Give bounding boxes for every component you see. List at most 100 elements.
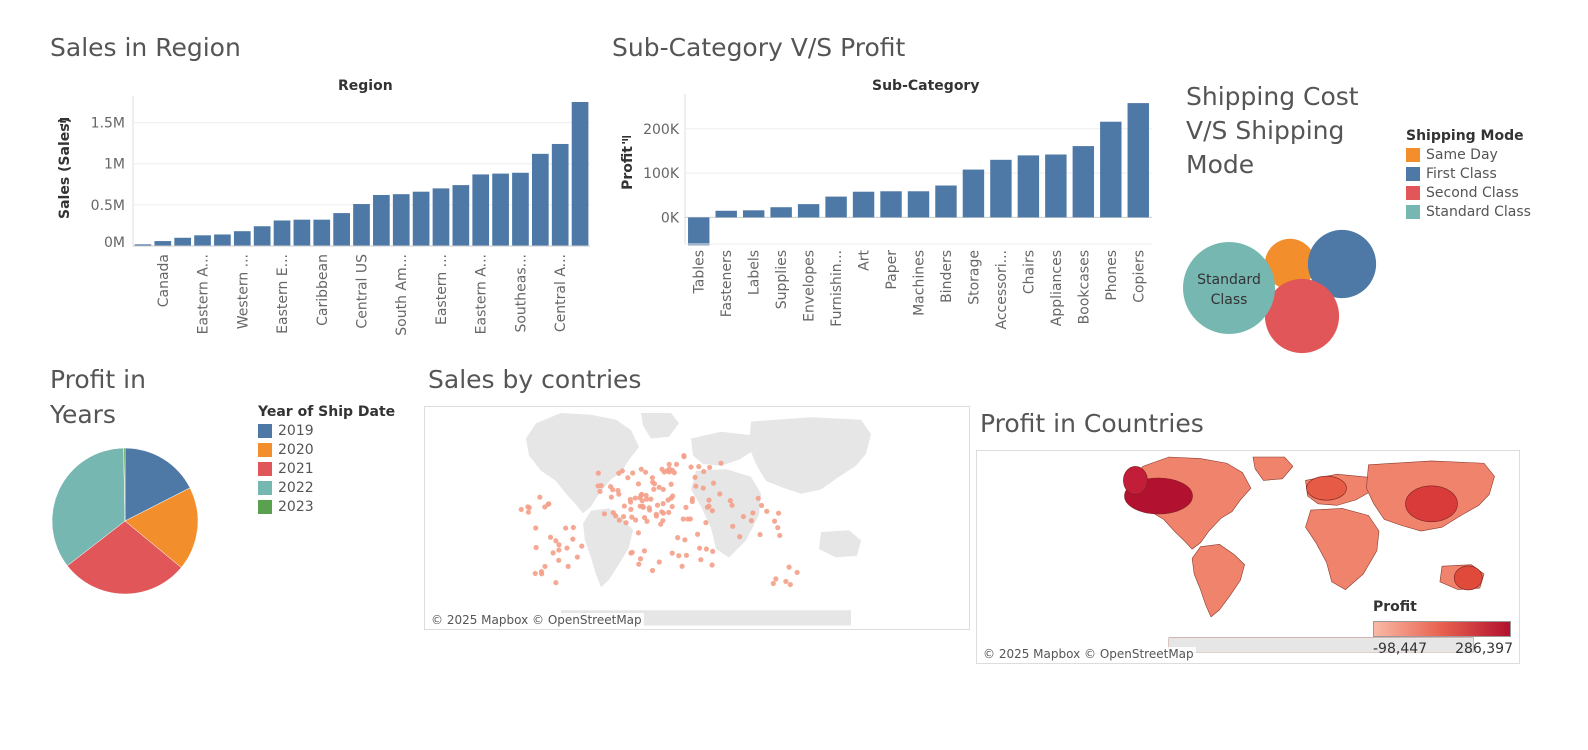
sales-dot	[689, 496, 696, 502]
sales-dot	[637, 503, 643, 509]
sales-dot	[683, 552, 690, 558]
sales-dot	[646, 505, 652, 511]
legend-label: Second Class	[1426, 185, 1519, 201]
bar	[472, 174, 490, 246]
sales-map-attribution[interactable]: © 2025 Mapbox © OpenStreetMap	[429, 613, 644, 627]
sales-dot	[737, 534, 743, 540]
sales-dot	[669, 467, 676, 473]
x-tick-label: South Am...	[394, 254, 410, 336]
x-tick-label: Machines	[912, 250, 928, 316]
x-tick-label: Envelopes	[802, 250, 818, 322]
bar	[233, 231, 251, 246]
sales-dot	[670, 493, 676, 499]
sales-dot	[570, 536, 576, 542]
pie-slice-2023	[123, 447, 126, 522]
sales-dot	[688, 464, 694, 470]
sales-dot	[649, 475, 656, 481]
sales-dot	[553, 538, 559, 544]
x-tick-label: Eastern ...	[434, 254, 450, 325]
year-2019-swatch	[258, 424, 272, 438]
sales-dot	[644, 518, 650, 524]
sales-dot	[627, 496, 633, 503]
second-class-swatch	[1406, 186, 1420, 200]
sales-dot	[757, 531, 763, 538]
bar	[1072, 146, 1095, 218]
sales-dot	[632, 495, 638, 501]
x-tick-label: Accessori...	[994, 250, 1010, 330]
bubble-second-class	[1264, 278, 1340, 354]
legend-item-2023: 2023	[258, 499, 395, 515]
sales-countries-title: Sales by contries	[428, 365, 642, 394]
sales-dot	[685, 516, 691, 522]
sales-dot	[787, 581, 793, 588]
sales-dot	[579, 543, 585, 549]
profit-map[interactable]: © 2025 Mapbox © OpenStreetMap Profit -98…	[976, 450, 1520, 664]
sales-dot	[612, 513, 619, 519]
sales-dot	[700, 485, 706, 491]
sales-dot	[598, 482, 604, 489]
x-tick-label: Canada	[156, 254, 172, 307]
bar	[154, 241, 172, 246]
sales-dot	[773, 576, 779, 582]
y-axis-label: Profit	[620, 146, 636, 190]
sales-dot	[638, 466, 644, 472]
profit-map-attribution[interactable]: © 2025 Mapbox © OpenStreetMap	[981, 647, 1196, 661]
sales-dot	[635, 481, 642, 487]
profit-map-canvas	[1123, 456, 1495, 653]
x-tick-label: Copiers	[1131, 250, 1147, 303]
legend-item-standard-class: Standard Class	[1406, 204, 1531, 220]
sales-dot	[538, 569, 545, 575]
bar	[990, 159, 1012, 218]
x-tick-label: Eastern A...	[196, 254, 212, 334]
sales-dot	[620, 513, 627, 520]
bar	[273, 220, 291, 246]
legend-label: 2020	[278, 442, 314, 458]
shipping-title: Shipping Cost V/S Shipping Mode	[1186, 82, 1359, 179]
legend-label: Standard Class	[1426, 204, 1531, 220]
sales-dot	[668, 481, 674, 487]
bar	[1017, 155, 1040, 218]
bar	[688, 217, 710, 246]
sales-dot	[703, 520, 709, 526]
sales-dot	[641, 514, 648, 521]
sales-dot	[533, 544, 539, 551]
x-tick-label: Western ...	[235, 254, 251, 329]
bubble-standard-class	[1183, 242, 1275, 334]
sales-dot	[636, 561, 642, 567]
sales-dot	[669, 503, 675, 510]
sales-dot	[758, 502, 765, 509]
sales-dot	[621, 503, 627, 509]
sales-dot	[628, 506, 634, 512]
sales-dot	[597, 488, 603, 495]
x-tick-label: Bookcases	[1076, 250, 1092, 324]
x-tick-label: Labels	[747, 250, 763, 295]
subcategory-header: Sub-Category	[872, 78, 980, 94]
same-day-swatch	[1406, 148, 1420, 162]
sales-dot	[595, 470, 601, 476]
sales-dot	[718, 460, 724, 466]
x-tick-label: Art	[857, 249, 873, 270]
profit-legend-max: 286,397	[1455, 641, 1513, 657]
bar	[512, 172, 529, 246]
sales-dot	[693, 483, 699, 489]
first-class-swatch	[1406, 167, 1420, 181]
sales-dot	[619, 468, 625, 474]
sales-dot	[666, 461, 672, 467]
sales-dot	[692, 474, 698, 480]
sales-dot	[740, 513, 746, 520]
bar	[353, 204, 370, 246]
bar	[333, 213, 350, 246]
y-axis-label: Sales (Sales)	[57, 117, 73, 219]
legend-label: 2019	[278, 423, 314, 439]
sales-dot	[654, 502, 661, 508]
sales-dot	[675, 535, 681, 541]
sales-map[interactable]: © 2025 Mapbox © OpenStreetMap	[424, 406, 970, 630]
x-tick-label: Appliances	[1049, 250, 1065, 326]
sales-dot	[564, 545, 570, 551]
sales-dot	[623, 520, 629, 526]
sales-dot	[764, 508, 770, 514]
sales-dot	[656, 484, 662, 490]
continent-shape	[691, 431, 756, 466]
bar	[452, 185, 470, 246]
sales-dot	[696, 464, 702, 470]
